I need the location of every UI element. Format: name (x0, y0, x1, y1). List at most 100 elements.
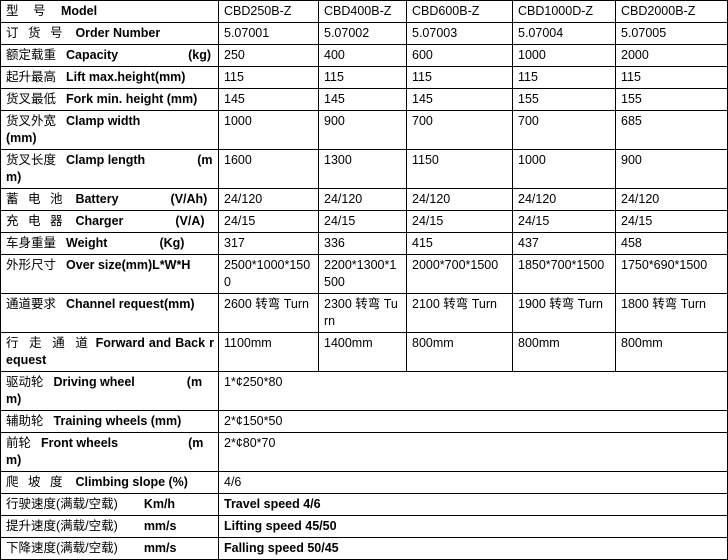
row-label-en: Clamp width (66, 114, 141, 128)
row-value-cell: 24/120 (406, 188, 513, 211)
row-label-en: Fork min. height (mm) (66, 92, 198, 106)
row-value-cell: 2000*700*1500 (406, 254, 513, 294)
row-value-cell-merged: Lifting speed 45/50 (218, 515, 728, 538)
row-value-cell: 5.07003 (406, 22, 513, 45)
row-label-en: Capacity (66, 48, 119, 62)
row-label-cn: 货叉最低 (6, 92, 57, 106)
row-label-unit: (kg) (188, 48, 212, 62)
row-value-cell: 24/15 (318, 210, 407, 233)
table-row: 通道要求 Channel request(mm) 2600 转弯 Turn 2300 … (0, 293, 728, 333)
row-label-unit: (mm) (6, 153, 213, 184)
table-row: 行驶速度(满载/空载) Km/h Travel speed 4/6 (0, 493, 728, 516)
row-value-cell: 145 (406, 88, 513, 111)
table-row: 驱动轮 Driving wheel (mm) 1*¢250*80 (0, 371, 728, 411)
row-value-cell: 700 (406, 110, 513, 150)
row-label-cell: 前轮 Front wheels (mm) (0, 432, 219, 472)
row-label-cell: 订 货 号 Order Number (0, 22, 219, 45)
row-value-cell: 458 (615, 232, 728, 255)
table-row: 前轮 Front wheels (mm) 2*¢80*70 (0, 432, 728, 472)
row-value-cell: 900 (318, 110, 407, 150)
row-value-cell: 2500*1000*1500 (218, 254, 319, 294)
table-row: 货叉外宽 Clamp width(mm) 1000 900 700 700 685 (0, 110, 728, 150)
row-label-en: Climbing slope (%) (75, 475, 188, 489)
row-value-cell: 24/120 (218, 188, 319, 211)
row-label-cn: 充 电 器 (6, 214, 66, 228)
row-label-en: Forward and Back request (6, 336, 215, 367)
table-row: 辅助轮 Training wheels (mm) 2*¢150*50 (0, 410, 728, 433)
row-label-cn: 行 走 通 道 (6, 336, 92, 350)
row-value-cell: 1150 (406, 149, 513, 189)
row-value-cell: 24/15 (218, 210, 319, 233)
row-value-cell: 317 (218, 232, 319, 255)
row-label-cell: 通道要求 Channel request(mm) (0, 293, 219, 333)
row-label-cell: 车身重量 Weight (Kg) (0, 232, 219, 255)
row-value-cell: 24/15 (615, 210, 728, 233)
row-label-cell: 起升最高 Lift max.height(mm) (0, 66, 219, 89)
row-label-cell: 型 号 Model (0, 0, 219, 23)
row-label-unit: (V/A) (175, 214, 205, 228)
table-row: 充 电 器 Charger (V/A) 24/15 24/15 24/15 24/15 24/… (0, 210, 728, 233)
row-value-cell: 1400mm (318, 332, 407, 372)
table-row: 车身重量 Weight (Kg) 317 336 415 437 458 (0, 232, 728, 255)
row-label-en: Km/h (143, 497, 176, 511)
row-label-en: Channel request(mm) (66, 297, 195, 311)
row-value-cell: 437 (512, 232, 616, 255)
row-value-cell: 2100 转弯 Turn (406, 293, 513, 333)
table-row: 蓄 电 池 Battery (V/Ah) 24/120 24/120 24/120 24/1… (0, 188, 728, 211)
table-row: 货叉长度 Clamp length (mm) 1600 1300 1150 1000 900 (0, 149, 728, 189)
row-value-cell: 685 (615, 110, 728, 150)
row-label-cell: 货叉长度 Clamp length (mm) (0, 149, 219, 189)
row-label-cn: 前轮 (6, 436, 32, 450)
row-value-cell: 1100mm (218, 332, 319, 372)
row-label-en: mm/s (143, 541, 177, 555)
row-label-cn: 订 货 号 (6, 26, 66, 40)
table-row: 订 货 号 Order Number 5.07001 5.07002 5.07003 5.… (0, 22, 728, 45)
row-value-cell: 5.07002 (318, 22, 407, 45)
row-value-cell: 800mm (512, 332, 616, 372)
row-label-cell: 辅助轮 Training wheels (mm) (0, 410, 219, 433)
row-label-en: Lift max.height(mm) (66, 70, 186, 84)
table-row: 提升速度(满载/空载) mm/s Lifting speed 45/50 (0, 515, 728, 538)
row-label-cn: 型 号 (6, 4, 51, 18)
row-value-cell: 1750*690*1500 (615, 254, 728, 294)
table-row: 下降速度(满载/空载) mm/s Falling speed 50/45 (0, 537, 728, 560)
row-value-cell: 1900 转弯 Turn (512, 293, 616, 333)
row-value-cell: 115 (318, 66, 407, 89)
row-value-cell: 1300 (318, 149, 407, 189)
row-label-en: Charger (75, 214, 124, 228)
row-label-cell: 爬 坡 度 Climbing slope (%) (0, 471, 219, 494)
row-value-cell: 5.07005 (615, 22, 728, 45)
row-value-cell: 1000 (512, 44, 616, 67)
row-value-cell: 24/15 (512, 210, 616, 233)
row-value-cell: 400 (318, 44, 407, 67)
row-label-cn: 下降速度(满载/空载) (6, 541, 118, 555)
row-label-cell: 额定载重 Capacity (kg) (0, 44, 219, 67)
row-value-cell: 2000 (615, 44, 728, 67)
row-label-cell: 充 电 器 Charger (V/A) (0, 210, 219, 233)
row-label-cell: 行驶速度(满载/空载) Km/h (0, 493, 219, 516)
row-label-cell: 外形尺寸 Over size(mm)L*W*H (0, 254, 219, 294)
row-value-cell: 115 (406, 66, 513, 89)
row-label-unit: (Kg) (159, 236, 185, 250)
row-label-en: Driving wheel (53, 375, 135, 389)
row-label-cn: 通道要求 (6, 297, 57, 311)
table-row: 额定载重 Capacity (kg) 250 400 600 1000 2000 (0, 44, 728, 67)
row-label-en: Front wheels (41, 436, 119, 450)
row-label-en: Training wheels (mm) (53, 414, 182, 428)
row-label-en: Weight (66, 236, 108, 250)
row-value-cell-merged: 2*¢80*70 (218, 432, 728, 472)
row-label-en: Clamp length (66, 153, 146, 167)
row-value-cell: 5.07001 (218, 22, 319, 45)
row-value-cell: 2300 转弯 Turn (318, 293, 407, 333)
row-value-cell: CBD250B-Z (218, 0, 319, 23)
row-value-cell: CBD600B-Z (406, 0, 513, 23)
row-value-cell: 115 (615, 66, 728, 89)
row-label-cell: 下降速度(满载/空载) mm/s (0, 537, 219, 560)
row-label-unit: (mm) (6, 375, 203, 406)
row-value-cell-merged: Travel speed 4/6 (218, 493, 728, 516)
row-value-cell: 600 (406, 44, 513, 67)
row-value-cell: 800mm (615, 332, 728, 372)
row-label-cn: 提升速度(满载/空载) (6, 519, 118, 533)
